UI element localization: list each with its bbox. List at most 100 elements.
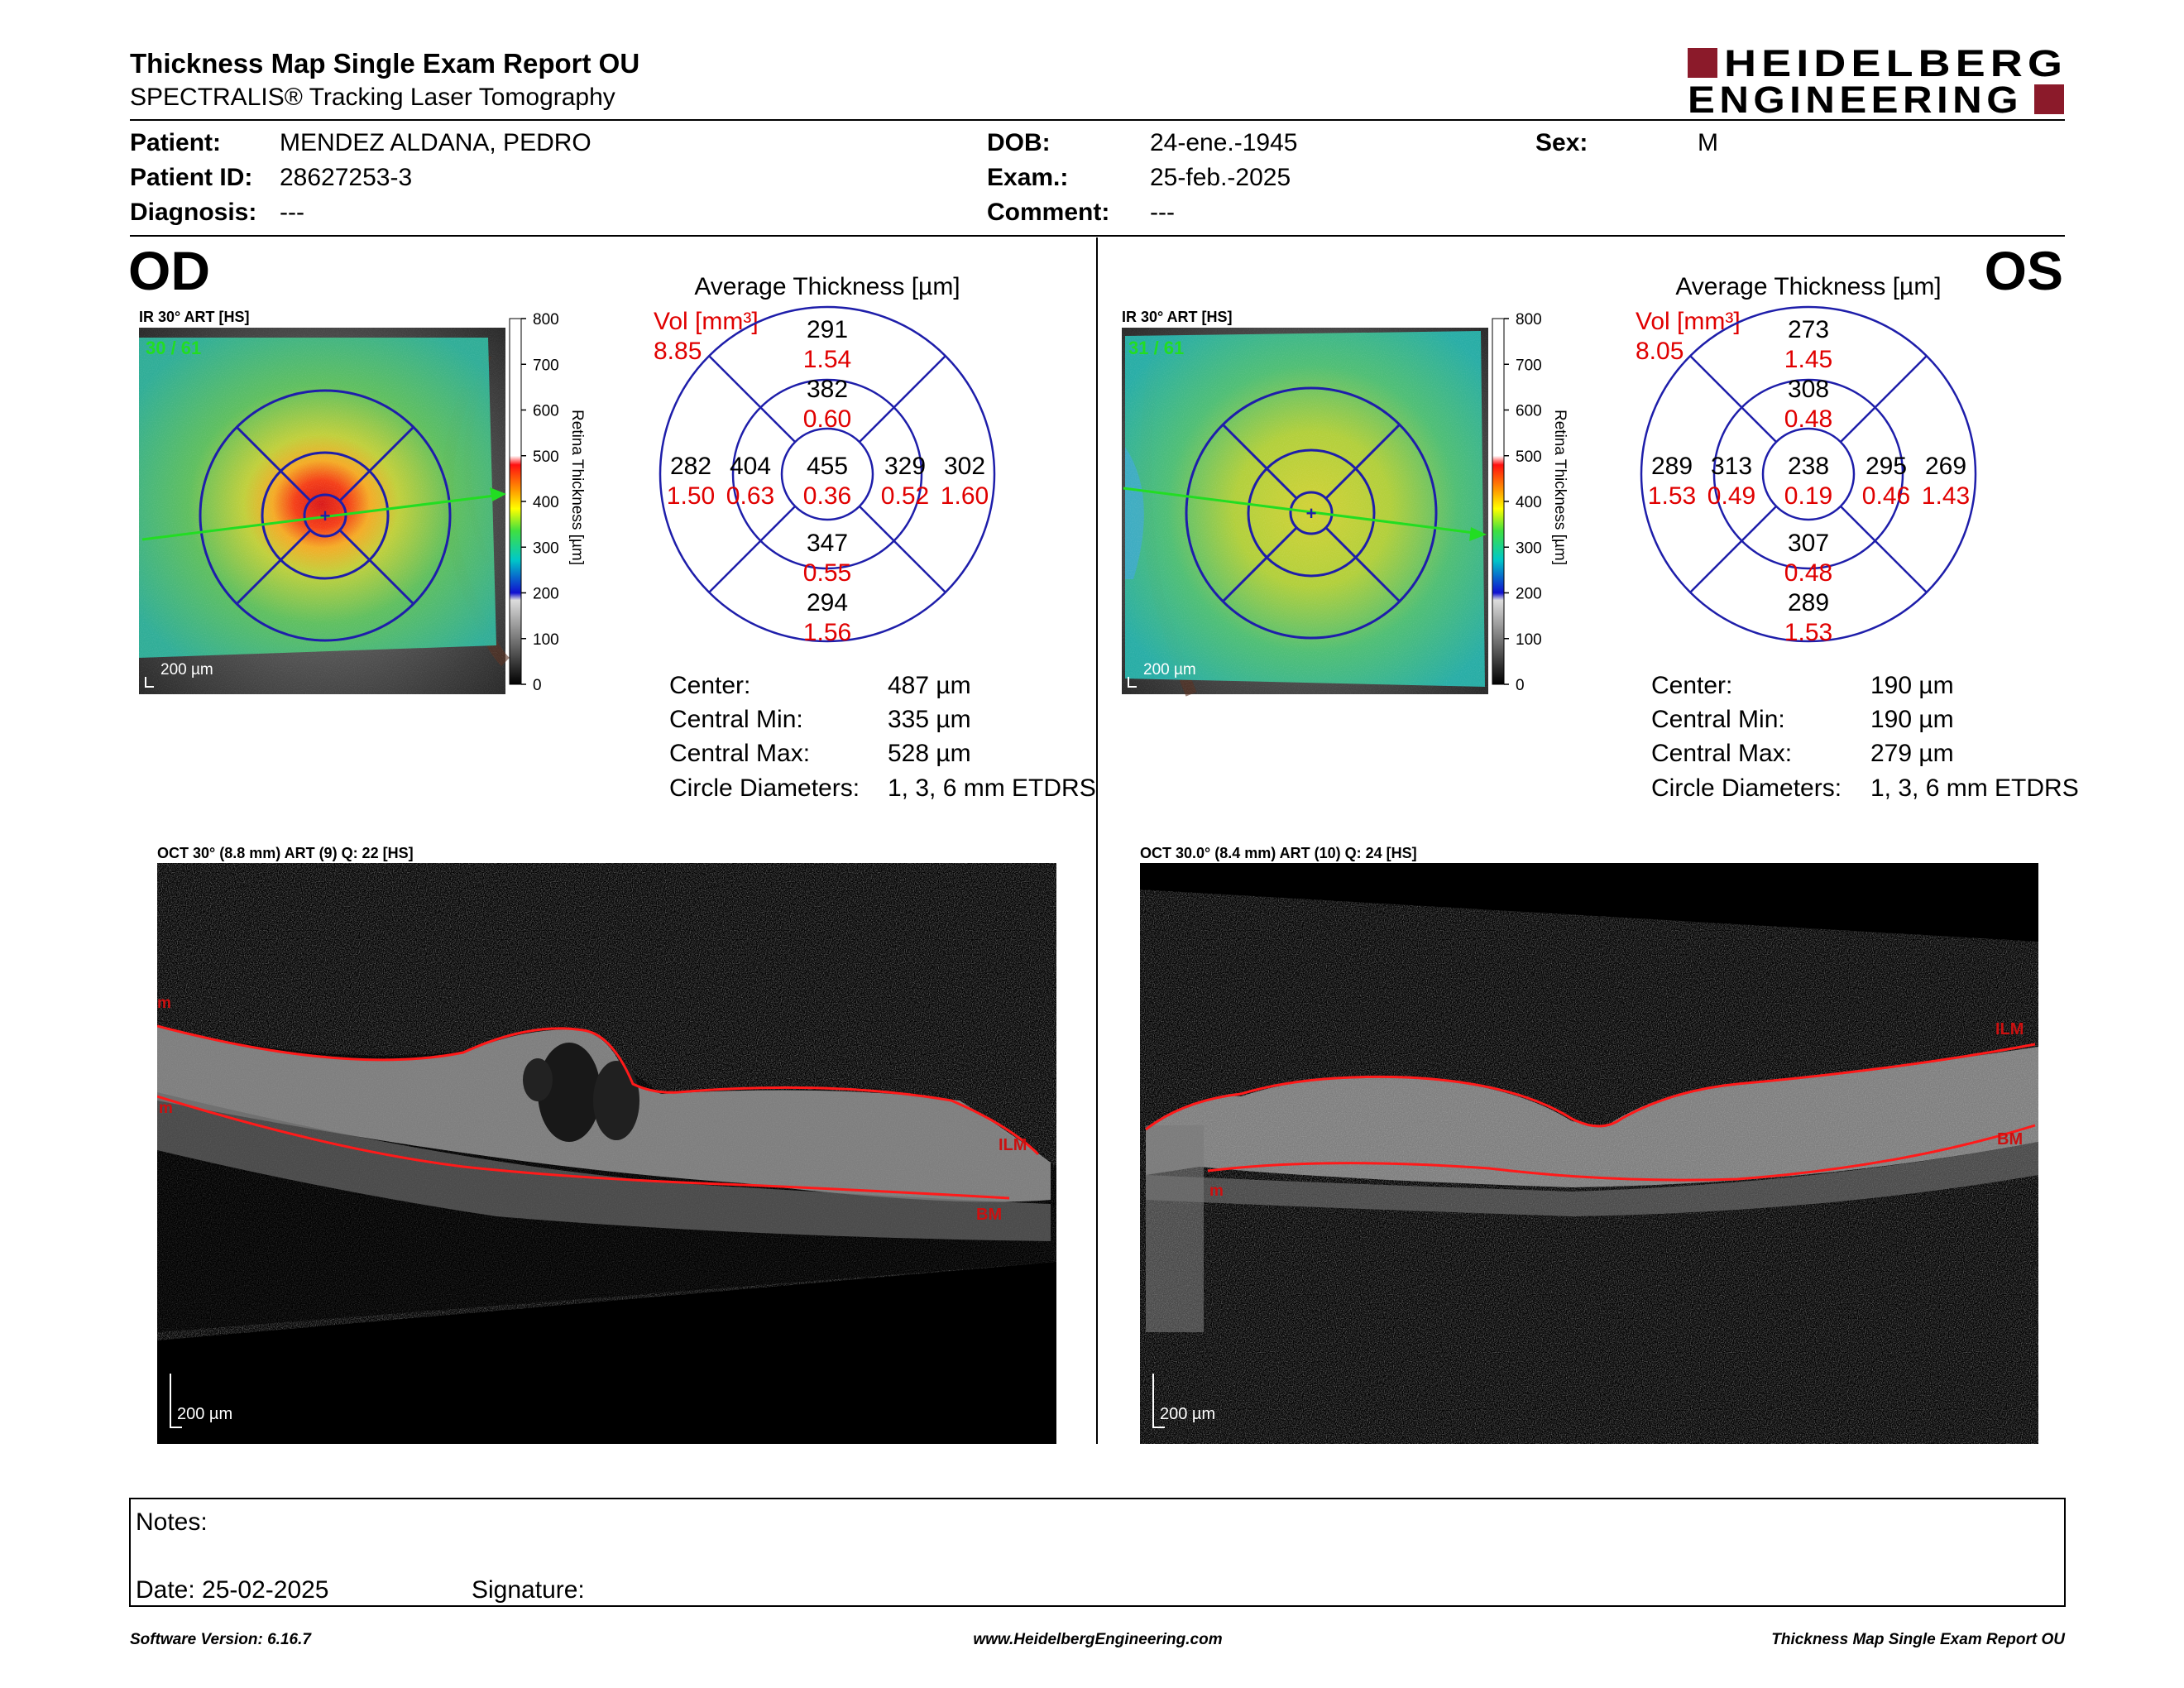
od-eye-label: OD (128, 240, 210, 301)
notes-signature: Signature: (472, 1576, 585, 1604)
od-inner-superior-volume: 0.60 (803, 405, 851, 433)
os-colorbar-label: Retina Thickness [µm] (1551, 410, 1569, 565)
od-outer-left-thickness: 282 (670, 453, 711, 480)
os-bm-line (1207, 1124, 2036, 1182)
notes-label: Notes: (136, 1508, 208, 1536)
os-bm-label: BM (1997, 1130, 2023, 1149)
od-max-value: 528 µm (888, 740, 971, 767)
od-diam-label: Circle Diameters: (669, 774, 860, 802)
od-vol-total: 8.85 (654, 338, 702, 365)
os-min-label: Central Min: (1651, 706, 1785, 733)
os-min-value: 190 µm (1870, 706, 1954, 733)
os-outer-inferior-volume: 1.53 (1784, 619, 1832, 646)
od-outer-superior-volume: 1.54 (803, 346, 851, 373)
od-outer-right-volume: 1.60 (941, 482, 989, 510)
os-center-thickness: 238 (1788, 453, 1829, 480)
os-colorbar-ticks: 800 700 600 500 400 300 200 100 0 (1504, 311, 1542, 694)
os-outer-superior-thickness: 273 (1788, 316, 1829, 343)
os-etdrs-grid (1640, 305, 1977, 643)
od-outer-inferior-thickness: 294 (807, 589, 848, 616)
os-section: OS IR 30° ART [HS] 31 / 61 200 µm + (1122, 240, 2079, 1444)
heidelberg-logo: HEIDELBERG ENGINEERING (1688, 42, 2067, 121)
os-inner-superior-thickness: 308 (1788, 376, 1829, 403)
od-ilm-label: ILM (999, 1136, 1027, 1154)
od-oct-scan: m m ILM BM 200 µm (157, 863, 1056, 1444)
os-center-value: 190 µm (1870, 672, 1954, 699)
od-center-thickness: 455 (807, 453, 848, 480)
od-max-label: Central Max: (669, 740, 810, 767)
od-colorbar-ticks: 800 700 600 500 400 300 200 100 0 (521, 311, 559, 694)
dob-label: DOB: (987, 129, 1051, 156)
os-sector-values: 273 1.45 308 0.48 238 0.19 313 0.49 295 … (1648, 316, 1970, 646)
patient-id-label: Patient ID: (130, 164, 252, 191)
os-frame-count: 31 / 61 (1128, 338, 1184, 358)
od-sector-values: 291 1.54 382 0.60 455 0.36 404 0.63 329 … (667, 316, 989, 646)
os-eye-label: OS (1985, 240, 2063, 301)
diagnosis-label: Diagnosis: (130, 199, 256, 226)
os-fovea-marker: + (1306, 503, 1317, 524)
os-max-label: Central Max: (1651, 740, 1792, 767)
colorbar-tick-label: 0 (1516, 677, 1525, 694)
colorbar-tick-label: 600 (1516, 403, 1542, 420)
patient-label: Patient: (130, 129, 221, 156)
os-outer-right-thickness: 269 (1925, 453, 1966, 480)
od-bm-line (157, 1095, 1010, 1200)
website-link[interactable]: www.HeidelbergEngineering.com (973, 1631, 1222, 1648)
od-scan-line (141, 493, 502, 541)
report-subtitle: SPECTRALIS® Tracking Laser Tomography (130, 84, 615, 111)
sex-label: Sex: (1535, 129, 1588, 156)
od-ir-image: 30 / 61 200 µm + (139, 328, 510, 694)
os-vol-total: 8.05 (1636, 338, 1684, 365)
os-edge-label-1: m (1209, 1182, 1224, 1200)
os-ilm-line (1145, 1043, 2036, 1131)
colorbar-tick-label: 200 (1516, 586, 1542, 603)
od-inner-superior-thickness: 382 (807, 376, 848, 403)
od-stats: Center: 487 µm Central Min: 335 µm Centr… (669, 672, 1096, 802)
os-outer-left-thickness: 289 (1651, 453, 1693, 480)
os-max-value: 279 µm (1870, 740, 1954, 767)
colorbar-tick-label: 100 (533, 631, 559, 649)
logo-line-1: HEIDELBERG (1724, 42, 2067, 84)
os-outer-inferior-thickness: 289 (1788, 589, 1829, 616)
patient-info: Patient: MENDEZ ALDANA, PEDRO Patient ID… (130, 129, 2065, 237)
footer-report-name: Thickness Map Single Exam Report OU (1771, 1631, 2066, 1648)
od-etdrs-grid (659, 305, 996, 643)
colorbar-tick-label: 0 (533, 677, 542, 694)
comment-value: --- (1150, 199, 1175, 226)
sex-value: M (1698, 129, 1718, 156)
os-scan-arrow (1469, 527, 1487, 541)
od-inner-inferior-thickness: 347 (807, 530, 848, 557)
colorbar-tick-label: 400 (1516, 494, 1542, 511)
od-section: OD IR 30° ART [HS] 30 / 61 200 µm (128, 240, 1096, 1444)
od-min-value: 335 µm (888, 706, 971, 733)
os-center-label: Center: (1651, 672, 1732, 699)
os-inner-left-thickness: 313 (1711, 453, 1752, 480)
od-oct-title: OCT 30° (8.8 mm) ART (9) Q: 22 [HS] (157, 845, 414, 861)
od-ir-scale: 200 µm (160, 661, 213, 679)
os-ilm-label: ILM (1995, 1020, 2024, 1038)
od-outer-left-volume: 1.50 (667, 482, 715, 510)
os-inner-left-volume: 0.49 (1707, 482, 1755, 510)
od-min-label: Central Min: (669, 706, 803, 733)
os-outer-left-volume: 1.53 (1648, 482, 1696, 510)
os-diam-label: Circle Diameters: (1651, 774, 1842, 802)
software-version: Software Version: 6.16.7 (130, 1631, 312, 1648)
colorbar-tick-label: 300 (1516, 539, 1542, 557)
od-center-label: Center: (669, 672, 750, 699)
os-inner-right-volume: 0.46 (1862, 482, 1910, 510)
logo-square-bottom (2034, 84, 2064, 114)
os-inner-inferior-thickness: 307 (1788, 530, 1829, 557)
od-colorbar: 800 700 600 500 400 300 200 100 0 Retina Thickne… (509, 311, 586, 694)
os-avg-title: Average Thickness [µm] (1675, 273, 1941, 300)
os-inner-right-thickness: 295 (1866, 453, 1907, 480)
od-inner-inferior-volume: 0.55 (803, 559, 851, 587)
od-ilm-line (157, 1024, 1040, 1156)
od-etdrs-overlay (199, 389, 452, 642)
colorbar-tick-label: 100 (1516, 631, 1542, 649)
os-center-volume: 0.19 (1784, 482, 1832, 510)
os-scan-line (1123, 487, 1482, 535)
od-inner-right-thickness: 329 (884, 453, 926, 480)
od-outer-right-thickness: 302 (944, 453, 985, 480)
od-frame-count: 30 / 61 (146, 338, 201, 358)
